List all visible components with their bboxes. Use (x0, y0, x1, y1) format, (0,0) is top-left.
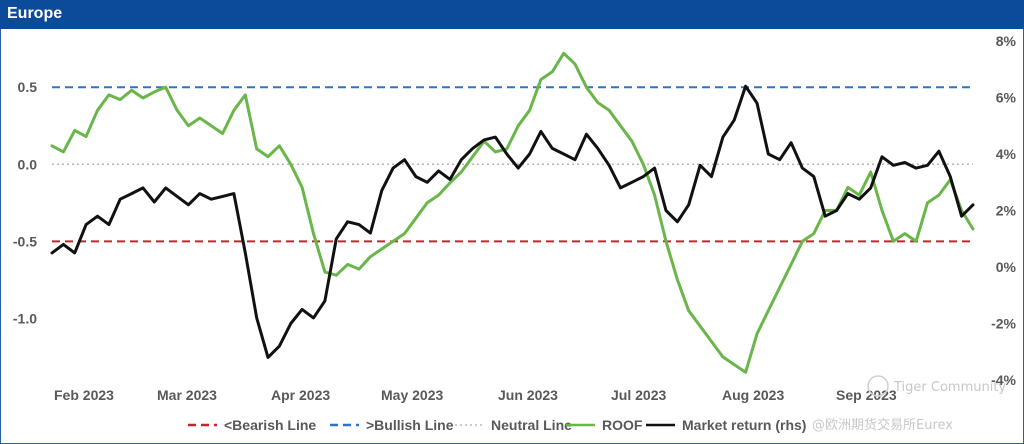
left-axis-ticks: 0.5 0.0 -0.5 -1.0 (13, 79, 37, 326)
series-layer (50, 51, 975, 374)
watermark-line1: Tiger Community (893, 380, 1006, 395)
x-tick-label: Jul 2023 (611, 387, 666, 403)
watermark: Tiger Community @欧洲期货交易所Eurex (812, 375, 1006, 433)
left-tick-label: -1.0 (13, 310, 37, 326)
legend: <Bearish Line >Bullish Line Neutral Line RO… (188, 417, 806, 433)
right-tick-label: 6% (996, 90, 1017, 106)
x-tick-label: May 2023 (381, 387, 443, 403)
chart-title-bar: Europe (0, 0, 1024, 29)
right-axis-ticks: 8% 6% 4% 2% 0% -2% -4% (991, 33, 1016, 388)
left-tick-label: 0.5 (18, 79, 38, 95)
x-tick-label: Jun 2023 (498, 387, 558, 403)
series-line-market-return (50, 84, 975, 359)
right-tick-label: 0% (996, 259, 1017, 275)
legend-label: Market return (rhs) (682, 417, 806, 433)
series-line-roof (50, 51, 975, 374)
legend-label: >Bullish Line (366, 417, 454, 433)
right-tick-label: 2% (996, 203, 1017, 219)
right-tick-label: 8% (996, 33, 1017, 49)
x-axis-ticks: Feb 2023 Mar 2023 Apr 2023 May 2023 Jun 2023… (54, 387, 897, 403)
legend-label: ROOF (602, 417, 643, 433)
x-tick-label: Aug 2023 (722, 387, 784, 403)
x-tick-label: Mar 2023 (157, 387, 217, 403)
x-tick-label: Apr 2023 (271, 387, 330, 403)
reference-lines (52, 86, 973, 243)
legend-label: <Bearish Line (224, 417, 316, 433)
x-tick-label: Sep 2023 (836, 387, 897, 403)
left-tick-label: -0.5 (13, 233, 37, 249)
watermark-line2: @欧洲期货交易所Eurex (812, 417, 953, 433)
right-tick-label: -4% (991, 372, 1016, 388)
legend-label: Neutral Line (491, 417, 572, 433)
right-tick-label: -2% (991, 316, 1016, 332)
left-tick-label: 0.0 (18, 156, 38, 172)
chart-title: Europe (7, 5, 63, 22)
x-tick-label: Feb 2023 (54, 387, 114, 403)
right-tick-label: 4% (996, 146, 1017, 162)
tiger-logo-icon (867, 375, 889, 397)
